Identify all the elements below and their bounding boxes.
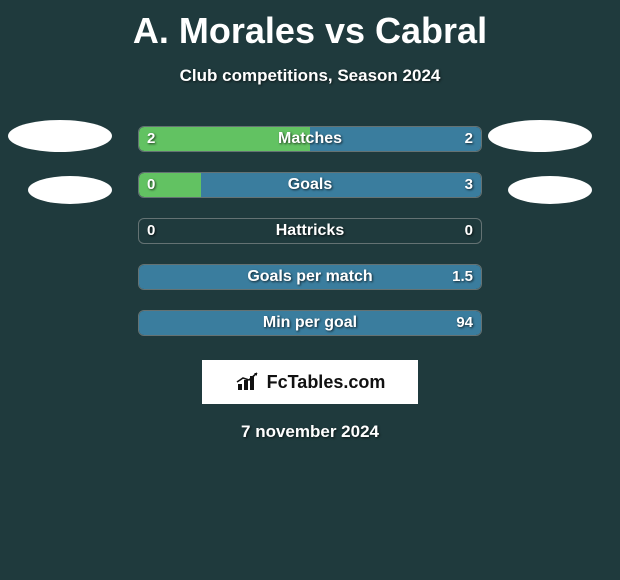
page-title: A. Morales vs Cabral [0,0,620,52]
player-avatar-left [8,120,112,152]
date-label: 7 november 2024 [0,422,620,442]
bar-row: 00Hattricks [138,218,482,244]
bar-label: Goals [139,173,481,197]
bar-row: 94Min per goal [138,310,482,336]
comparison-bars: 22Matches 03Goals 00Hattricks 1.5Goals per … [138,126,482,336]
subtitle: Club competitions, Season 2024 [0,66,620,86]
bar-row: 22Matches [138,126,482,152]
club-badge-right [508,176,592,204]
chart-icon [235,372,261,392]
bar-row: 1.5Goals per match [138,264,482,290]
club-badge-left [28,176,112,204]
bar-label: Goals per match [139,265,481,289]
branding-box: FcTables.com [202,360,418,404]
branding-text: FcTables.com [267,372,386,393]
bar-label: Hattricks [139,219,481,243]
bar-row: 03Goals [138,172,482,198]
bar-label: Matches [139,127,481,151]
player-avatar-right [488,120,592,152]
bar-label: Min per goal [139,311,481,335]
